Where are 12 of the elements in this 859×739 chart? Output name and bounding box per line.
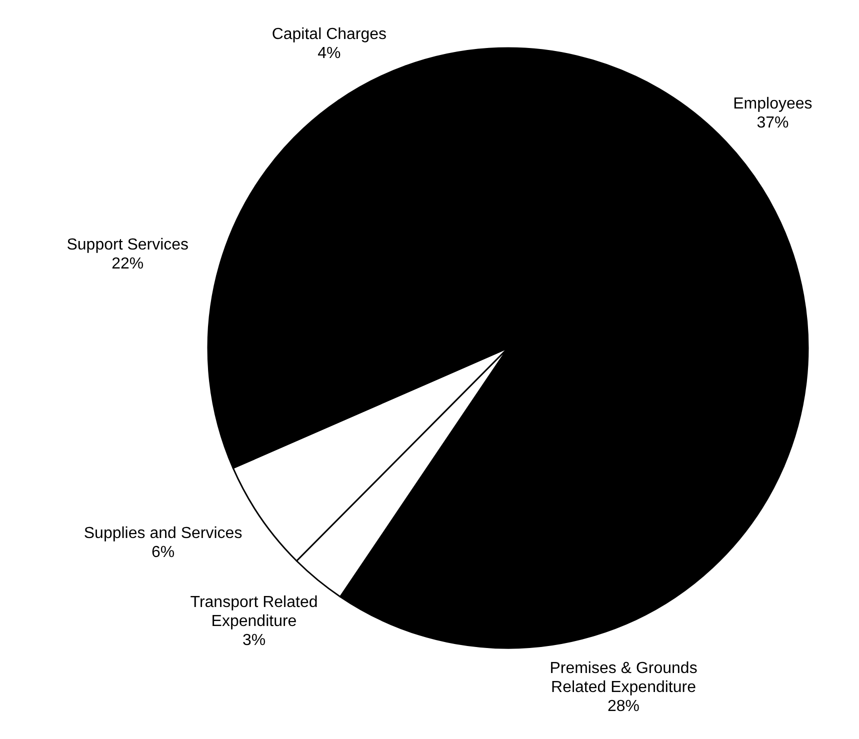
data-label: 6%	[151, 544, 175, 561]
data-label: 4%	[318, 45, 341, 62]
slice-label: Support Services	[66, 236, 189, 254]
slice-label: Transport Related Expenditure	[190, 594, 318, 630]
data-label: 28%	[607, 698, 640, 715]
slice-label: Supplies and Services	[84, 524, 242, 542]
slice-label: Employees	[733, 95, 812, 112]
slice-label: Capital Charges	[272, 26, 387, 44]
data-label: 3%	[242, 632, 266, 649]
data-label: 22%	[112, 256, 144, 273]
slice-label: Premises & Grounds Related Expenditure	[550, 660, 698, 696]
data-label: 37%	[756, 114, 789, 132]
